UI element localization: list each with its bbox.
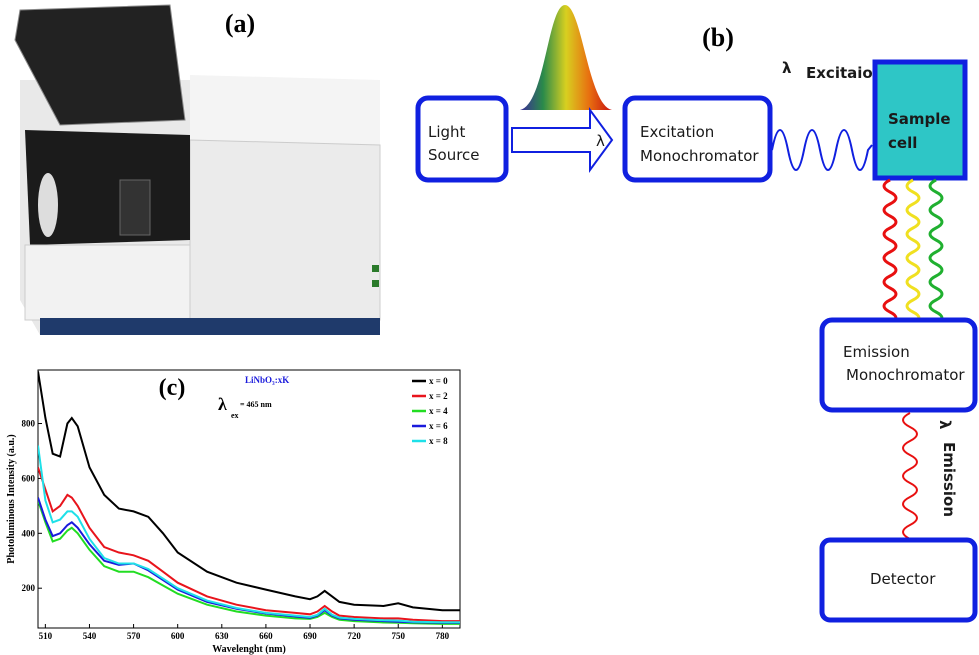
series-line — [38, 371, 460, 612]
right-panel — [189, 139, 381, 321]
panel-label: (b) — [702, 23, 734, 52]
x-tick-label: 750 — [391, 631, 405, 641]
panel-label: (c) — [159, 375, 186, 401]
node-label: Detector — [870, 570, 936, 588]
series-line — [38, 500, 460, 625]
y-axis-label: Photoluminous Intensity (a.u.) — [6, 434, 17, 563]
x-tick-label: 780 — [436, 631, 450, 641]
node-label: Sample — [888, 110, 951, 128]
emission-wave — [902, 412, 918, 540]
node-label: Monochromator — [640, 147, 759, 165]
sample-box — [872, 59, 968, 181]
x-tick-label: 570 — [127, 631, 141, 641]
y-tick-label: 200 — [22, 583, 36, 593]
lid — [14, 4, 186, 126]
lambda: λ — [782, 59, 792, 77]
arrow-symbol: λ — [596, 132, 605, 150]
lambda-label: Emission — [940, 442, 958, 517]
annotation: ex — [231, 411, 239, 420]
arrow — [511, 106, 614, 174]
series-line — [38, 445, 460, 624]
led — [372, 265, 379, 272]
base — [40, 318, 380, 335]
legend-box — [410, 372, 458, 453]
window — [38, 173, 58, 237]
emission-wave — [882, 178, 898, 326]
emission-box — [819, 317, 978, 413]
emission-wave — [905, 178, 921, 326]
annotation: = 465 nm — [240, 400, 272, 409]
excitation-box — [622, 95, 773, 183]
panel-label: (a) — [225, 9, 255, 38]
y-tick-label: 600 — [22, 473, 36, 483]
x-tick-label: 600 — [171, 631, 185, 641]
legend-label: x = 4 — [429, 406, 448, 416]
detector-box — [819, 537, 978, 623]
node-label: cell — [888, 134, 917, 152]
x-tick-label: 720 — [347, 631, 361, 641]
legend-label: x = 8 — [429, 436, 448, 446]
x-axis-label: Wavelenght (nm) — [212, 644, 286, 655]
node-label: Source — [428, 146, 480, 164]
node-label: Excitation — [640, 123, 714, 141]
legend-label: x = 0 — [429, 376, 448, 386]
x-tick-label: 510 — [39, 631, 53, 641]
annotation: LiNbO₃:xK — [245, 375, 289, 385]
legend-label: x = 2 — [429, 391, 448, 401]
front — [24, 244, 191, 321]
led — [372, 280, 379, 287]
holder — [119, 179, 151, 236]
annotation: λ — [218, 394, 227, 414]
lambda: λ — [936, 420, 954, 430]
x-tick-label: 630 — [215, 631, 229, 641]
y-tick-label: 400 — [22, 528, 36, 538]
lambda-label: Excitaion — [806, 64, 883, 82]
chart: (c) LiNbO₃:xK λ ex = 465 nm Wavelenght (… — [6, 369, 461, 655]
top — [190, 75, 380, 145]
node-label: Monochromator — [846, 366, 965, 384]
light-source-box — [415, 95, 509, 183]
excitation-wave — [771, 129, 873, 171]
spectrum — [520, 5, 612, 110]
x-tick-label: 540 — [83, 631, 97, 641]
series-line — [38, 467, 460, 623]
x-tick-label: 660 — [259, 631, 273, 641]
node-label: Light — [428, 123, 466, 141]
legend-label: x = 6 — [429, 421, 448, 431]
y-tick-label: 800 — [22, 419, 36, 429]
instrument-photo — [14, 4, 381, 335]
emission-wave — [928, 178, 944, 326]
x-tick-label: 690 — [303, 631, 317, 641]
node-label: Emission — [843, 343, 910, 361]
